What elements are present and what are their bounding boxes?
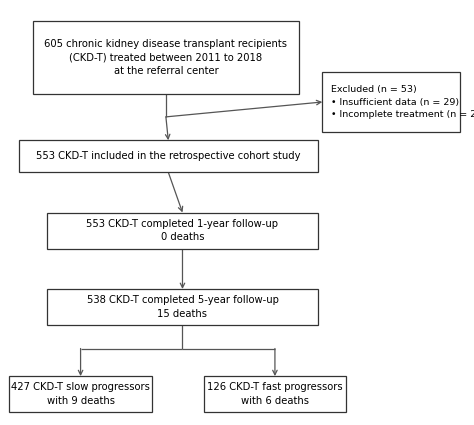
FancyBboxPatch shape	[33, 21, 299, 94]
Text: 553 CKD-T completed 1-year follow-up
0 deaths: 553 CKD-T completed 1-year follow-up 0 d…	[86, 219, 279, 242]
Text: 605 chronic kidney disease transplant recipients
(CKD-T) treated between 2011 to: 605 chronic kidney disease transplant re…	[45, 39, 287, 76]
Text: Excluded (n = 53)
• Insufficient data (n = 29)
• Incomplete treatment (n = 24): Excluded (n = 53) • Insufficient data (n…	[331, 85, 474, 119]
Text: 538 CKD-T completed 5-year follow-up
15 deaths: 538 CKD-T completed 5-year follow-up 15 …	[87, 295, 278, 319]
FancyBboxPatch shape	[47, 212, 318, 249]
FancyBboxPatch shape	[322, 72, 460, 132]
FancyBboxPatch shape	[9, 376, 152, 412]
FancyBboxPatch shape	[204, 376, 346, 412]
Text: 553 CKD-T included in the retrospective cohort study: 553 CKD-T included in the retrospective …	[36, 151, 301, 161]
FancyBboxPatch shape	[47, 289, 318, 325]
FancyBboxPatch shape	[19, 140, 318, 172]
Text: 126 CKD-T fast progressors
with 6 deaths: 126 CKD-T fast progressors with 6 deaths	[207, 382, 343, 406]
Text: 427 CKD-T slow progressors
with 9 deaths: 427 CKD-T slow progressors with 9 deaths	[11, 382, 150, 406]
